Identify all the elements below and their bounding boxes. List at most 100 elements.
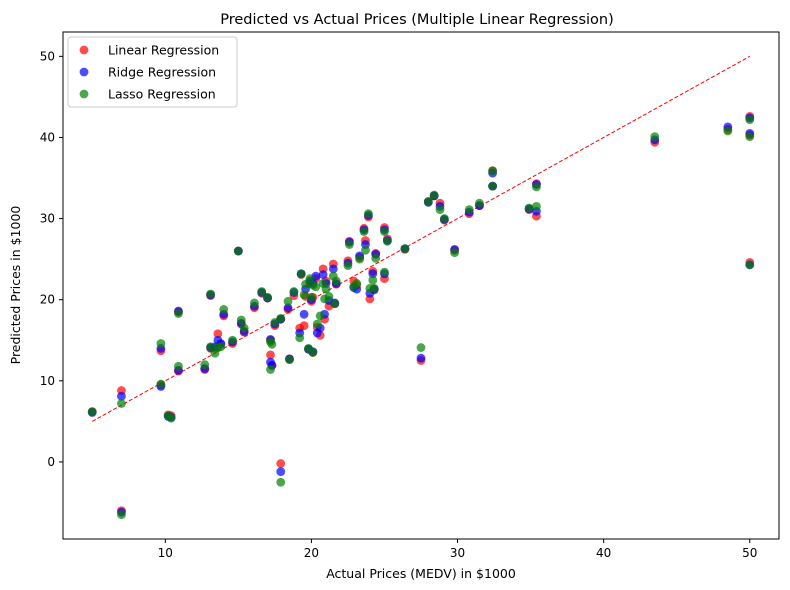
data-point (745, 115, 755, 125)
data-point (488, 181, 497, 191)
data-point (324, 292, 334, 301)
axes-frame (62, 31, 780, 540)
data-point (359, 227, 369, 236)
x-tick-label: 30 (450, 546, 465, 560)
data-point (266, 350, 275, 360)
data-point (166, 413, 176, 423)
data-point (216, 342, 226, 352)
data-point (464, 205, 474, 215)
data-point (283, 303, 293, 313)
data-point (156, 339, 166, 348)
data-point (295, 333, 305, 343)
data-point (345, 240, 354, 249)
data-point (371, 253, 381, 263)
data-point (200, 360, 210, 369)
chart-title: Predicted vs Actual Prices (Multiple Lin… (220, 12, 614, 28)
data-point (296, 269, 306, 279)
data-point (299, 321, 309, 331)
data-point (524, 203, 534, 213)
data-point (206, 342, 215, 352)
data-point (488, 166, 497, 176)
data-point (228, 335, 237, 345)
data-point (330, 299, 340, 309)
data-point (532, 202, 541, 211)
legend-marker (79, 67, 89, 77)
data-point (368, 275, 378, 285)
data-point (174, 361, 183, 371)
data-point (174, 309, 183, 318)
data-point (380, 227, 389, 236)
data-point (318, 270, 328, 279)
data-point (435, 205, 445, 215)
data-point (400, 244, 410, 253)
data-point (156, 379, 166, 389)
data-point (416, 343, 426, 352)
data-point (439, 214, 449, 223)
data-point (315, 311, 325, 321)
data-point (117, 510, 126, 520)
data-point (299, 309, 309, 319)
data-point (307, 292, 316, 302)
data-point (276, 459, 286, 468)
data-point (206, 289, 215, 299)
legend: Linear Regression Ridge Regression Lasso R… (67, 36, 238, 108)
data-point (343, 261, 353, 271)
legend-label: Ridge Regression (108, 65, 216, 80)
y-axis-label: Predicted Prices in $1000 (8, 206, 23, 365)
data-point (423, 197, 433, 206)
data-point (723, 126, 733, 136)
data-point (267, 339, 277, 349)
data-point (416, 353, 426, 363)
data-point (429, 190, 439, 200)
data-point (289, 287, 299, 296)
data-point (355, 254, 365, 264)
data-point (650, 132, 660, 142)
data-point (312, 319, 322, 329)
data-point (117, 391, 126, 401)
data-point (311, 282, 321, 292)
x-tick-label: 20 (304, 546, 319, 560)
data-point (283, 296, 293, 306)
data-point (382, 236, 392, 246)
data-point (257, 287, 267, 296)
data-point (363, 209, 373, 219)
data-point (236, 315, 246, 325)
reference-line (91, 55, 751, 422)
y-tick-label: 40 (40, 130, 55, 144)
legend-label: Linear Regression (108, 43, 219, 58)
data-point (276, 313, 286, 323)
y-tick-label: 50 (40, 49, 55, 63)
data-point (276, 477, 286, 487)
legend-label: Lasso Regression (108, 87, 216, 102)
data-point (361, 245, 370, 255)
ticks-layer: 10 20 30 40 50 0 10 20 30 40 50 (40, 49, 758, 560)
data-point (368, 269, 378, 279)
data-point (213, 329, 223, 339)
data-point (369, 283, 379, 293)
reference-line-layer (91, 55, 751, 422)
x-tick-label: 10 (158, 546, 173, 560)
points-layer (87, 111, 755, 520)
data-point (250, 298, 259, 308)
x-tick-label: 40 (596, 546, 611, 560)
data-point (308, 348, 318, 357)
data-point (532, 182, 541, 192)
data-point (331, 276, 341, 286)
x-tick-label: 50 (742, 546, 757, 560)
data-point (219, 305, 229, 314)
data-point (745, 132, 755, 142)
data-point (475, 198, 484, 208)
data-point (450, 248, 460, 258)
y-tick-label: 30 (40, 212, 55, 226)
data-point (380, 267, 389, 277)
data-point (266, 365, 275, 374)
data-point (239, 323, 249, 333)
data-point (117, 399, 126, 408)
y-tick-label: 10 (40, 374, 55, 388)
data-point (299, 290, 309, 300)
legend-box (67, 36, 238, 108)
plot-area (62, 31, 780, 540)
y-tick-label: 0 (47, 455, 55, 469)
series-2 (87, 115, 755, 520)
